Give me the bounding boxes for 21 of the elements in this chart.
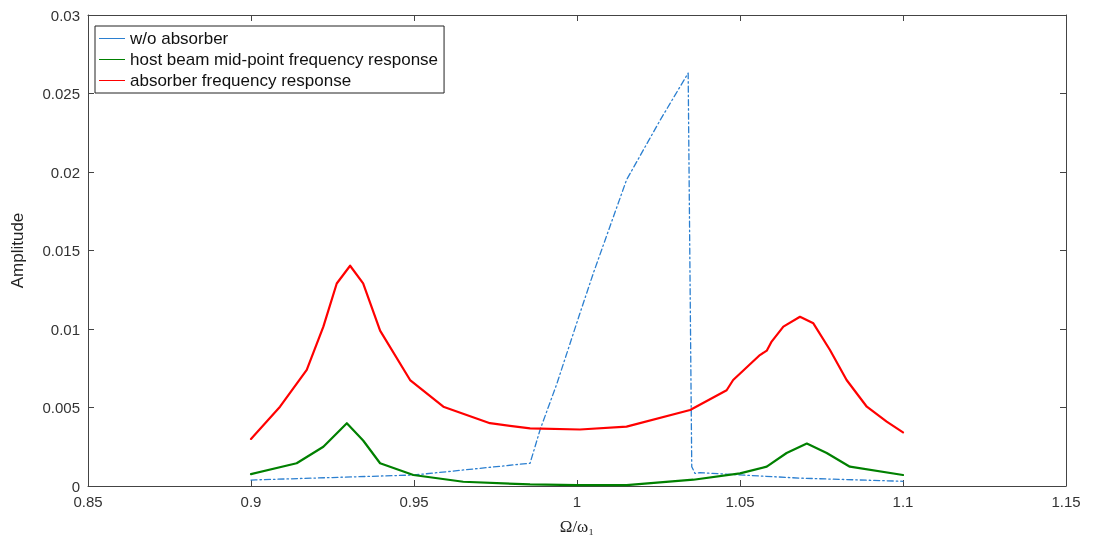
y-axis-title: Amplitude xyxy=(8,212,27,289)
legend-label: absorber frequency response xyxy=(130,71,352,90)
x-tick-label: 1.1 xyxy=(892,493,914,510)
x-axis-title: Ω/ω₁ xyxy=(559,517,595,536)
x-tick-label: 1.15 xyxy=(1051,493,1081,510)
y-tick-label: 0.015 xyxy=(42,242,80,259)
x-tick-label: 0.85 xyxy=(73,493,103,510)
x-tick-label: 0.9 xyxy=(240,493,262,510)
line-series xyxy=(249,422,905,487)
y-tick-label: 0.005 xyxy=(42,399,80,416)
x-tick-label: 0.95 xyxy=(399,493,429,510)
legend-label: w/o absorber xyxy=(129,29,229,48)
y-tick-label: 0 xyxy=(71,477,80,495)
y-tick-label: 0.025 xyxy=(42,85,80,102)
y-tick-label: 0.03 xyxy=(50,6,80,24)
x-tick-label: 1 xyxy=(572,493,582,510)
line-series xyxy=(249,264,905,440)
x-tick-label: 1.05 xyxy=(725,493,755,510)
y-tick-label: 0.01 xyxy=(50,320,80,338)
legend-label: host beam mid-point frequency response xyxy=(130,50,439,69)
y-tick-label: 0.02 xyxy=(50,163,80,181)
